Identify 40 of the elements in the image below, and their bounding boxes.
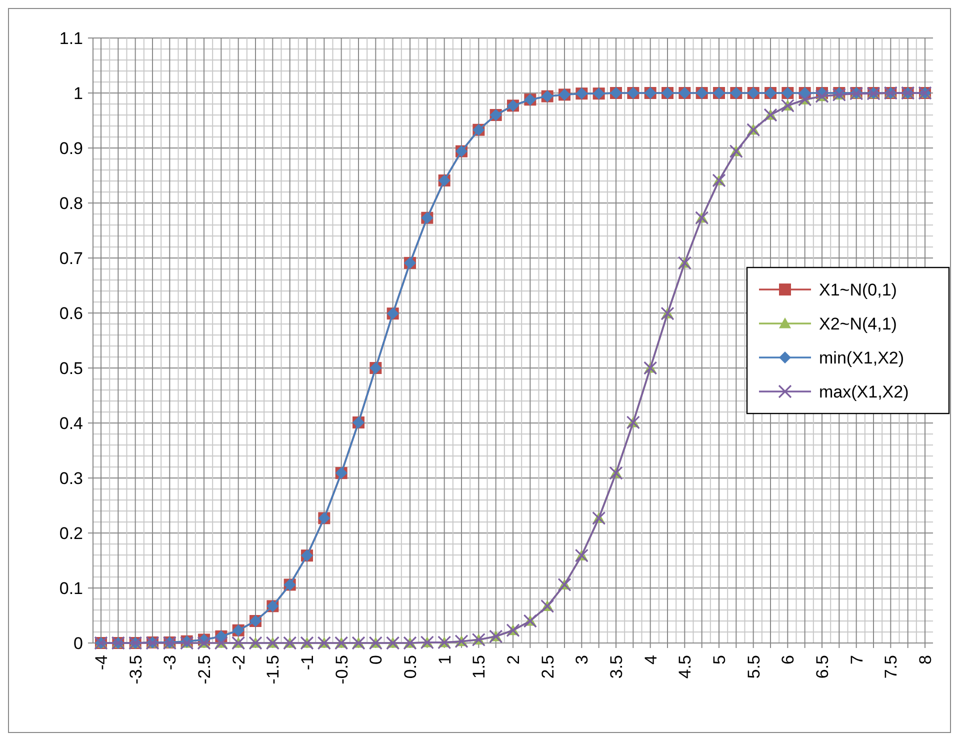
- y-tick-label: 0.6: [59, 304, 83, 323]
- legend-label: X2~N(4,1): [819, 314, 897, 334]
- x-tick-label: 2.5: [538, 655, 558, 679]
- legend-label: min(X1,X2): [819, 348, 904, 368]
- x-tick-label: 1: [435, 655, 454, 664]
- y-tick-label: 0.3: [59, 468, 83, 488]
- y-tick-label: 0.9: [59, 138, 83, 158]
- x-tick-label: 7: [847, 655, 866, 664]
- y-tick-label: 0.1: [59, 578, 83, 598]
- x-tick-label: 6: [778, 655, 798, 664]
- x-tick-label: -3: [160, 655, 180, 670]
- y-tick-label: 0.5: [59, 358, 83, 378]
- y-tick-label: 0.4: [59, 414, 83, 433]
- y-tick-label: 0.8: [59, 194, 83, 213]
- x-tick-label: 0: [366, 655, 386, 664]
- x-tick-label: -2.5: [194, 655, 214, 684]
- legend-label: max(X1,X2): [819, 382, 909, 402]
- x-tick-label: 8: [916, 655, 935, 664]
- x-tick-label: 4: [641, 655, 660, 664]
- legend-label: X1~N(0,1): [819, 280, 897, 300]
- y-tick-label: 1.1: [59, 28, 83, 48]
- x-tick-label: 5: [710, 655, 729, 664]
- y-tick-label: 1: [74, 84, 83, 103]
- x-tick-label: 6.5: [812, 655, 832, 679]
- x-tick-label: 1.5: [470, 655, 489, 679]
- x-tick-label: -2: [229, 655, 248, 670]
- x-tick-label: 0.5: [400, 655, 420, 679]
- x-tick-label: 2: [504, 655, 523, 664]
- x-tick-label: -3.5: [126, 655, 146, 684]
- x-tick-label: 5.5: [744, 655, 764, 679]
- x-tick-label: -1: [298, 655, 317, 670]
- x-tick-label: 3: [572, 655, 592, 664]
- x-tick-label: -1.5: [264, 655, 283, 684]
- x-tick-label: -4: [92, 655, 111, 670]
- x-tick-label: 4.5: [676, 655, 695, 679]
- x-tick-label: 3.5: [606, 655, 626, 679]
- x-tick-label: -0.5: [332, 655, 352, 684]
- x-tick-label: 7.5: [882, 655, 901, 679]
- y-tick-label: 0.2: [59, 524, 83, 543]
- y-tick-label: 0.7: [59, 248, 83, 268]
